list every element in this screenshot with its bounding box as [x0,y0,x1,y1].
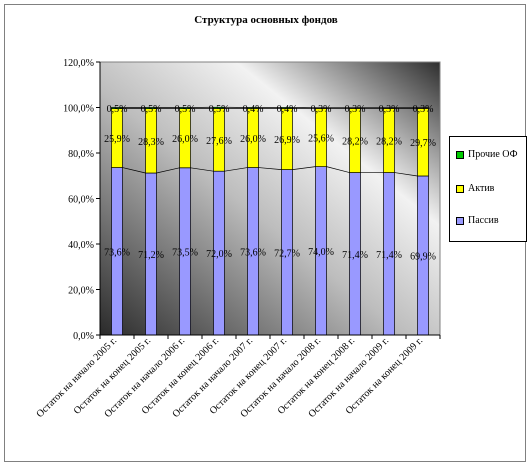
data-label-3-6: 0,4% [277,104,298,115]
data-label-3-9: 0,3% [379,104,400,115]
y-tick-label-6: 100,0% [63,104,94,115]
data-label-3-8: 0,3% [345,104,366,115]
legend-swatch-active [456,184,464,193]
data-label-1-9: 71,4% [376,250,402,261]
legend-item-active: Актив [456,183,494,194]
y-tick-label-7: 120,0% [63,58,94,69]
bar-3-2 [145,107,157,109]
series-line-1-3 [190,167,214,172]
data-label-3-7: 0,3% [311,104,332,115]
bar-3-5 [247,107,259,109]
legend-item-other: Прочие ОФ [456,149,518,160]
bar-3-3 [179,107,191,109]
y-tick-label-3: 40,0% [68,240,94,251]
chart-title: Структура основных фондов [194,14,338,26]
data-label-3-2: 0,5% [141,104,162,115]
data-label-1-2: 71,2% [138,250,164,261]
data-label-2-2: 28,3% [138,137,164,148]
data-label-2-9: 28,2% [376,136,402,147]
legend-swatch-other [456,150,464,159]
data-label-3-5: 0,4% [243,104,264,115]
legend-label-passive: Пассив [468,215,499,226]
data-label-1-10: 69,9% [410,251,436,262]
series-line-1-4 [224,167,248,172]
bar-3-4 [213,106,225,109]
data-label-1-7: 74,0% [308,247,334,258]
data-label-2-1: 25,9% [104,134,130,145]
data-label-2-3: 26,0% [172,134,198,145]
series-line-1-5 [258,167,282,170]
bar-3-6 [281,107,293,109]
data-label-2-5: 26,0% [240,134,266,145]
series-line-1-7 [326,166,350,173]
series-line-1-1 [122,167,146,174]
legend-item-passive: Пассив [456,215,499,226]
legend-label-active: Актив [468,183,495,194]
data-label-2-7: 25,6% [308,134,334,145]
data-label-2-4: 27,6% [206,136,232,147]
data-label-3-4: 0,5% [209,104,230,115]
series-line-1-6 [292,166,316,170]
data-label-1-4: 72,0% [206,249,232,260]
series-line-1-9 [394,172,418,177]
data-label-1-8: 71,4% [342,250,368,261]
legend-label-other: Прочие ОФ [468,149,518,160]
data-label-2-8: 28,2% [342,136,368,147]
data-label-3-1: 0,5% [107,104,128,115]
data-label-1-1: 73,6% [104,247,130,258]
legend-swatch-passive [456,216,464,225]
y-tick-label-1: 0,0% [73,331,94,342]
y-tick-label-4: 60,0% [68,195,94,206]
series-line-1-2 [156,167,180,174]
data-label-3-10: 0,3% [413,104,434,115]
data-label-2-6: 26,9% [274,135,300,146]
legend: Прочие ОФ Актив Пассив [449,136,527,242]
data-label-2-10: 29,7% [410,138,436,149]
data-label-1-3: 73,5% [172,247,198,258]
y-tick-label-2: 20,0% [68,286,94,297]
y-tick-label-5: 80,0% [68,149,94,160]
bar-3-1 [111,107,123,109]
data-label-1-5: 73,6% [240,247,266,258]
data-label-3-3: 0,5% [175,104,196,115]
data-label-1-6: 72,7% [274,248,300,259]
